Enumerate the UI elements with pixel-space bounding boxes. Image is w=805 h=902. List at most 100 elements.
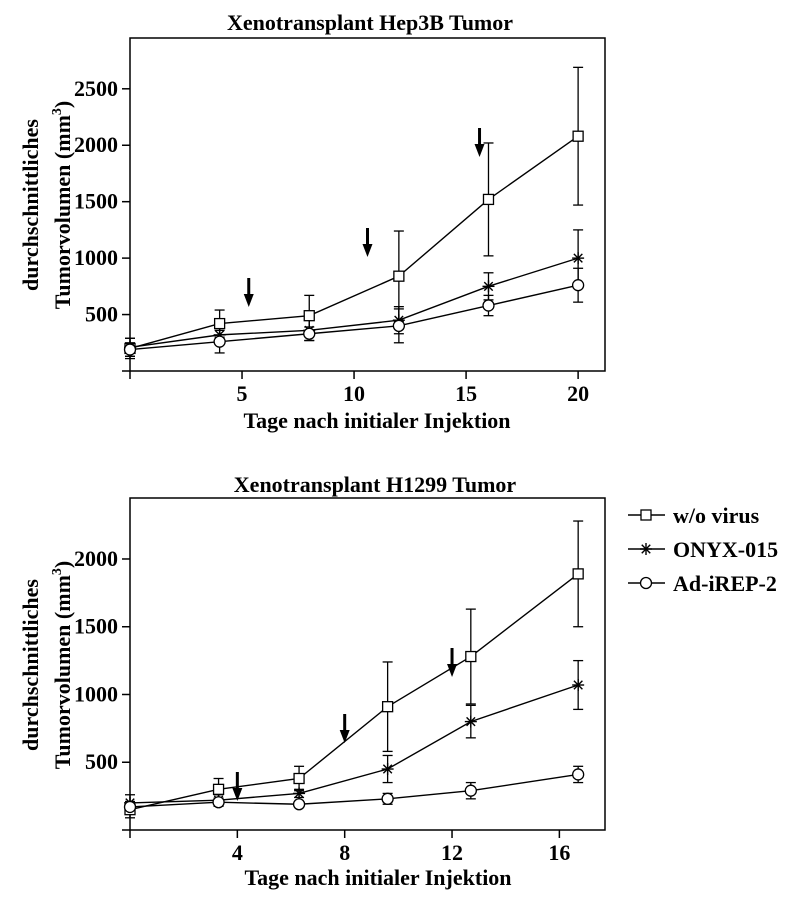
chart-top-ylabel-line2: Tumorvolumen (mm3) <box>50 101 75 309</box>
square-marker-icon <box>640 509 652 521</box>
data-point-star <box>482 280 495 293</box>
data-point-star <box>381 763 394 776</box>
arrow-head <box>447 664 458 677</box>
chart-top-axes: 5 10 15 20 500 1000 1500 2000 2500 <box>74 76 589 406</box>
chart-top-frame <box>129 37 606 372</box>
x-tick-label: 8 <box>339 840 350 865</box>
y-tick-label: 1500 <box>74 614 118 639</box>
chart-top-ylabel-sup: 3 <box>50 108 65 115</box>
data-point-square <box>482 193 495 206</box>
data-point-circle <box>123 800 137 814</box>
star-stroke <box>641 544 651 554</box>
arrow-head <box>474 144 485 157</box>
data-point-square <box>381 701 394 713</box>
x-tick-label: 12 <box>441 840 463 865</box>
legend-item-wo-virus: w/o virus <box>628 503 760 528</box>
series-line <box>129 284 579 351</box>
data-point-square <box>212 783 225 795</box>
series-line <box>129 135 579 350</box>
data-point-circle <box>572 768 585 781</box>
data-point-circle <box>464 784 477 797</box>
chart-bottom: Xenotransplant H1299 Tumor 4 8 12 16 500 1000… <box>18 472 606 890</box>
injection-arrow-icon <box>474 128 485 157</box>
star-stroke <box>466 716 476 727</box>
chart-bottom-marks <box>123 520 585 819</box>
star-marker-icon <box>640 543 652 555</box>
data-point-star <box>293 787 306 800</box>
x-tick-label: 16 <box>548 840 570 865</box>
y-tick-label: 2000 <box>74 132 118 157</box>
data-point-square <box>293 772 305 785</box>
star-stroke <box>294 788 304 799</box>
injection-arrow-icon <box>243 278 254 307</box>
data-point-square <box>213 317 226 330</box>
chart-bottom-ylabel-sup: 3 <box>50 568 65 575</box>
y-tick-label: 2000 <box>74 546 118 571</box>
x-tick-label: 5 <box>237 381 248 406</box>
injection-arrow-icon <box>339 714 350 743</box>
chart-top-ylabel-main: Tumorvolumen (mm <box>50 115 75 309</box>
arrow-head <box>243 294 254 307</box>
chart-top-ylabel-end: ) <box>50 101 75 108</box>
x-tick-label: 20 <box>567 381 589 406</box>
chart-bottom-xlabel: Tage nach initialer Injektion <box>244 865 511 890</box>
chart-bottom-axes: 4 8 12 16 500 1000 1500 2000 <box>74 546 570 865</box>
data-point-circle <box>123 343 137 356</box>
x-tick-label: 10 <box>343 381 365 406</box>
data-point-circle <box>212 796 225 809</box>
chart-bottom-ylabel-end: ) <box>50 561 75 568</box>
y-tick-label: 1500 <box>74 189 118 214</box>
data-point-square <box>465 650 477 663</box>
arrow-head <box>339 730 350 743</box>
x-tick-label: 4 <box>232 840 243 865</box>
data-point-circle <box>571 279 585 292</box>
x-tick-label: 15 <box>455 381 477 406</box>
injection-arrow-icon <box>362 228 373 257</box>
legend: w/o virus ONYX-015 Ad-iREP-2 <box>628 503 778 596</box>
y-tick-label: 1000 <box>74 245 118 270</box>
series-line <box>129 684 579 804</box>
star-stroke <box>573 680 583 690</box>
circle-marker-icon <box>639 576 653 590</box>
series-line <box>129 773 579 808</box>
star-stroke <box>382 764 393 774</box>
y-tick-label: 1000 <box>74 681 118 706</box>
legend-label: ONYX-015 <box>673 537 778 562</box>
legend-label: Ad-iREP-2 <box>673 571 777 596</box>
series-line <box>129 257 579 348</box>
data-point-circle <box>303 327 316 340</box>
data-point-circle <box>381 792 394 805</box>
y-tick-label: 2500 <box>74 76 118 101</box>
data-point-square <box>393 270 405 282</box>
data-point-square <box>572 568 584 580</box>
y-tick-label: 500 <box>85 302 118 327</box>
arrow-head <box>232 788 243 801</box>
y-tick-label: 500 <box>85 749 118 774</box>
data-point-star <box>572 679 585 692</box>
chart-top-title: Xenotransplant Hep3B Tumor <box>227 10 513 35</box>
data-point-circle <box>482 299 495 312</box>
data-point-circle <box>392 319 406 332</box>
data-point-star <box>464 715 477 728</box>
legend-item-onyx-015: ONYX-015 <box>628 537 778 562</box>
legend-item-ad-irep-2: Ad-iREP-2 <box>628 571 777 596</box>
chart-bottom-ylabel-main: Tumorvolumen (mm <box>50 575 75 769</box>
series-line <box>129 573 579 811</box>
arrow-head <box>362 244 373 257</box>
chart-bottom-ylabel-line1: durchschnittliches <box>18 579 43 751</box>
legend-star-shape <box>640 543 652 555</box>
chart-top-marks <box>123 66 585 360</box>
injection-arrow-icon <box>447 648 458 677</box>
chart-bottom-title: Xenotransplant H1299 Tumor <box>234 472 517 497</box>
chart-top: Xenotransplant Hep3B Tumor 5 10 15 20 500 100… <box>18 10 606 433</box>
data-point-circle <box>292 798 306 811</box>
data-point-square <box>303 310 315 322</box>
star-stroke <box>573 253 583 263</box>
star-stroke <box>483 281 494 292</box>
data-point-circle <box>213 335 226 348</box>
legend-label: w/o virus <box>673 503 760 528</box>
chart-top-ylabel-line1: durchschnittliches <box>18 119 43 291</box>
chart-bottom-frame <box>129 497 606 831</box>
